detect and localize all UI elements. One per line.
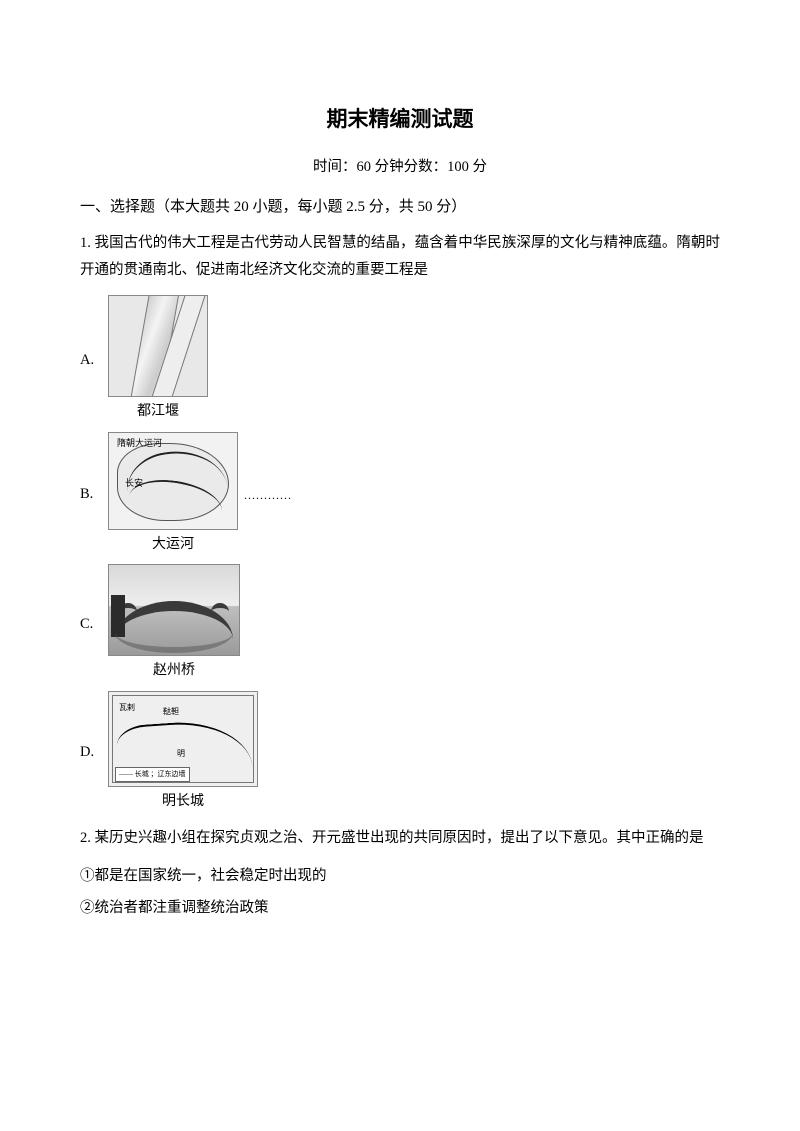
option-letter-b: B. bbox=[80, 481, 98, 509]
map-legend-d: —— 长城 ；辽东边墙 bbox=[115, 767, 190, 782]
exam-meta: 时间：60 分钟分数：100 分 bbox=[80, 154, 720, 182]
section-1-heading: 一、选择题（本大题共 20 小题，每小题 2.5 分，共 50 分） bbox=[80, 193, 720, 222]
caption-a: 都江堰 bbox=[137, 399, 179, 426]
figure-a-wrap: 都江堰 bbox=[108, 295, 208, 426]
option-letter-a: A. bbox=[80, 347, 98, 375]
map-label-title: 隋朝大运河 bbox=[117, 435, 162, 452]
question-1-text: 1. 我国古代的伟大工程是古代劳动人民智慧的结晶，蕴含着中华民族深厚的文化与精神… bbox=[80, 230, 720, 285]
q2-line-2: ②统治者都注重调整统治政策 bbox=[80, 895, 720, 923]
question-2-options: ①都是在国家统一，社会稳定时出现的 ②统治者都注重调整统治政策 bbox=[80, 863, 720, 922]
option-letter-d: D. bbox=[80, 739, 98, 767]
figure-ming-great-wall: 瓦剌 鞑靼 明 —— 长城 ；辽东边墙 bbox=[108, 691, 258, 787]
map-label-changan: 长安 bbox=[125, 475, 143, 492]
figure-zhaozhou-bridge bbox=[108, 564, 240, 656]
q1-option-b: B. 长安 隋朝大运河 大运河 ............ bbox=[80, 432, 720, 559]
q1-option-d: D. 瓦剌 鞑靼 明 —— 长城 ；辽东边墙 明长城 bbox=[80, 691, 720, 816]
caption-b: 大运河 bbox=[152, 532, 194, 559]
figure-c-wrap: 赵州桥 bbox=[108, 564, 240, 685]
option-letter-c: C. bbox=[80, 611, 98, 639]
option-b-dots: ............ bbox=[244, 484, 292, 507]
caption-d: 明长城 bbox=[162, 789, 204, 816]
figure-dujiangyan bbox=[108, 295, 208, 397]
caption-c: 赵州桥 bbox=[153, 658, 195, 685]
q1-option-a: A. 都江堰 bbox=[80, 295, 720, 426]
figure-d-wrap: 瓦剌 鞑靼 明 —— 长城 ；辽东边墙 明长城 bbox=[108, 691, 258, 816]
map-label-ming: 明 bbox=[177, 746, 185, 761]
figure-grand-canal: 长安 隋朝大运河 bbox=[108, 432, 238, 530]
q2-line-1: ①都是在国家统一，社会稳定时出现的 bbox=[80, 863, 720, 891]
map-label-wala: 瓦剌 bbox=[119, 700, 135, 715]
figure-b-wrap: 长安 隋朝大运河 大运河 bbox=[108, 432, 238, 559]
question-2-text: 2. 某历史兴趣小组在探究贞观之治、开元盛世出现的共同原因时，提出了以下意见。其… bbox=[80, 825, 720, 853]
q1-option-c: C. 赵州桥 bbox=[80, 564, 720, 685]
page-title: 期末精编测试题 bbox=[80, 100, 720, 140]
map-label-tatar: 鞑靼 bbox=[163, 704, 179, 719]
